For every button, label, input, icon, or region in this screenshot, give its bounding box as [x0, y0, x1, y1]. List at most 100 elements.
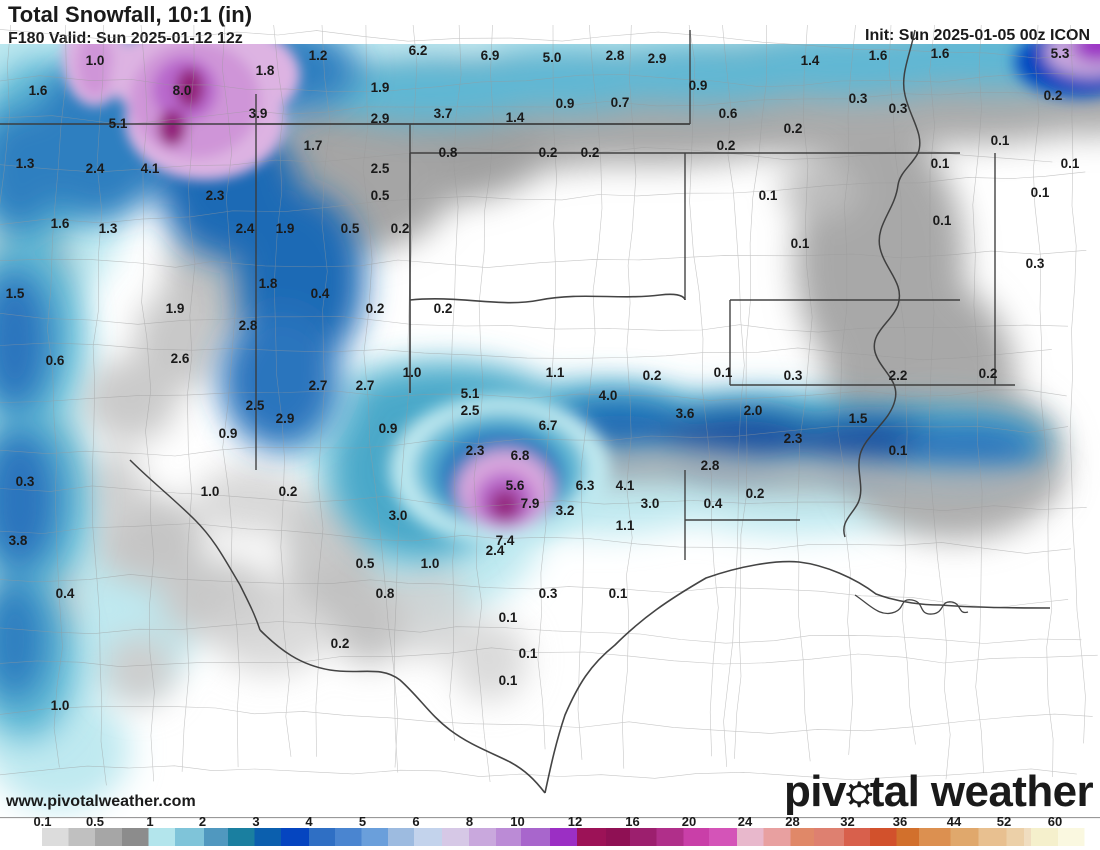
svg-text:52: 52 [997, 817, 1011, 829]
svg-text:6.8: 6.8 [511, 448, 530, 463]
svg-text:1.6: 1.6 [51, 216, 70, 231]
svg-text:1.8: 1.8 [259, 276, 278, 291]
svg-text:1.1: 1.1 [546, 365, 565, 380]
svg-text:0.1: 0.1 [791, 236, 810, 251]
svg-text:0.2: 0.2 [331, 636, 350, 651]
svg-text:0.1: 0.1 [1061, 156, 1080, 171]
svg-text:1.5: 1.5 [849, 411, 868, 426]
svg-text:1.7: 1.7 [304, 138, 323, 153]
svg-text:2.5: 2.5 [371, 161, 390, 176]
svg-text:2.0: 2.0 [744, 403, 763, 418]
svg-text:6.9: 6.9 [481, 48, 500, 63]
svg-text:20: 20 [682, 817, 696, 829]
svg-text:0.1: 0.1 [889, 443, 908, 458]
svg-text:16: 16 [625, 817, 639, 829]
svg-text:7.9: 7.9 [521, 496, 540, 511]
svg-text:2.3: 2.3 [206, 188, 225, 203]
svg-text:3.7: 3.7 [434, 106, 453, 121]
svg-text:0.3: 0.3 [849, 91, 868, 106]
svg-text:8.0: 8.0 [173, 83, 192, 98]
svg-text:0.2: 0.2 [581, 145, 600, 160]
svg-text:0.2: 0.2 [434, 301, 453, 316]
svg-text:1.3: 1.3 [16, 156, 35, 171]
svg-text:0.5: 0.5 [371, 188, 390, 203]
svg-text:1.0: 1.0 [201, 484, 220, 499]
svg-text:0.1: 0.1 [714, 365, 733, 380]
svg-text:8: 8 [466, 817, 473, 829]
svg-text:1.1: 1.1 [616, 518, 635, 533]
svg-text:3: 3 [252, 817, 259, 829]
svg-text:0.2: 0.2 [366, 301, 385, 316]
svg-text:2.8: 2.8 [239, 318, 258, 333]
svg-text:1.6: 1.6 [29, 83, 48, 98]
svg-text:2.4: 2.4 [486, 543, 505, 558]
svg-text:5.6: 5.6 [506, 478, 525, 493]
svg-text:0.3: 0.3 [889, 101, 908, 116]
svg-text:0.8: 0.8 [439, 145, 458, 160]
svg-text:2.7: 2.7 [356, 378, 375, 393]
svg-text:2.6: 2.6 [171, 351, 190, 366]
svg-text:2.3: 2.3 [784, 431, 803, 446]
svg-text:0.9: 0.9 [379, 421, 398, 436]
svg-text:3.0: 3.0 [641, 496, 660, 511]
svg-text:0.8: 0.8 [376, 586, 395, 601]
svg-text:3.6: 3.6 [676, 406, 695, 421]
svg-text:5: 5 [359, 817, 366, 829]
svg-text:1.4: 1.4 [506, 110, 525, 125]
svg-text:2.9: 2.9 [648, 51, 667, 66]
svg-text:0.9: 0.9 [219, 426, 238, 441]
svg-text:3.2: 3.2 [556, 503, 575, 518]
svg-text:6.2: 6.2 [409, 43, 428, 58]
svg-text:0.9: 0.9 [689, 78, 708, 93]
svg-text:5.3: 5.3 [1051, 46, 1070, 61]
svg-text:2.4: 2.4 [236, 221, 255, 236]
svg-text:0.4: 0.4 [704, 496, 723, 511]
svg-text:1.9: 1.9 [166, 301, 185, 316]
svg-text:1.6: 1.6 [931, 46, 950, 61]
svg-text:6.3: 6.3 [576, 478, 595, 493]
svg-text:1.5: 1.5 [6, 286, 25, 301]
svg-text:0.2: 0.2 [784, 121, 803, 136]
svg-text:0.2: 0.2 [979, 366, 998, 381]
svg-text:0.2: 0.2 [717, 138, 736, 153]
svg-text:10: 10 [510, 817, 524, 829]
svg-text:2.5: 2.5 [461, 403, 480, 418]
svg-text:0.2: 0.2 [746, 486, 765, 501]
svg-text:0.4: 0.4 [311, 286, 330, 301]
svg-text:5.1: 5.1 [109, 116, 128, 131]
svg-text:0.3: 0.3 [784, 368, 803, 383]
svg-text:2.3: 2.3 [466, 443, 485, 458]
svg-text:1.0: 1.0 [403, 365, 422, 380]
svg-text:44: 44 [947, 817, 962, 829]
svg-text:28: 28 [785, 817, 799, 829]
svg-text:4.0: 4.0 [599, 388, 618, 403]
svg-text:3.9: 3.9 [249, 106, 268, 121]
svg-text:0.9: 0.9 [556, 96, 575, 111]
svg-text:1.9: 1.9 [276, 221, 295, 236]
svg-text:0.2: 0.2 [1044, 88, 1063, 103]
svg-text:0.3: 0.3 [1026, 256, 1045, 271]
svg-text:0.2: 0.2 [279, 484, 298, 499]
svg-text:2.9: 2.9 [371, 111, 390, 126]
svg-text:1.0: 1.0 [51, 698, 70, 713]
svg-text:2.8: 2.8 [606, 48, 625, 63]
svg-text:5.0: 5.0 [543, 50, 562, 65]
svg-text:2.2: 2.2 [889, 368, 908, 383]
svg-text:6: 6 [412, 817, 419, 829]
svg-text:2.8: 2.8 [701, 458, 720, 473]
svg-text:0.2: 0.2 [391, 221, 410, 236]
svg-text:1: 1 [146, 817, 153, 829]
svg-text:0.4: 0.4 [56, 586, 75, 601]
svg-text:0.1: 0.1 [609, 586, 628, 601]
svg-text:60: 60 [1048, 817, 1062, 829]
svg-text:0.1: 0.1 [33, 817, 51, 829]
svg-text:3.0: 3.0 [389, 508, 408, 523]
svg-text:4: 4 [305, 817, 313, 829]
svg-text:0.2: 0.2 [643, 368, 662, 383]
svg-text:12: 12 [568, 817, 582, 829]
svg-text:6.7: 6.7 [539, 418, 558, 433]
svg-text:0.7: 0.7 [611, 95, 630, 110]
svg-text:1.0: 1.0 [421, 556, 440, 571]
svg-text:0.1: 0.1 [933, 213, 952, 228]
svg-text:24: 24 [738, 817, 753, 829]
